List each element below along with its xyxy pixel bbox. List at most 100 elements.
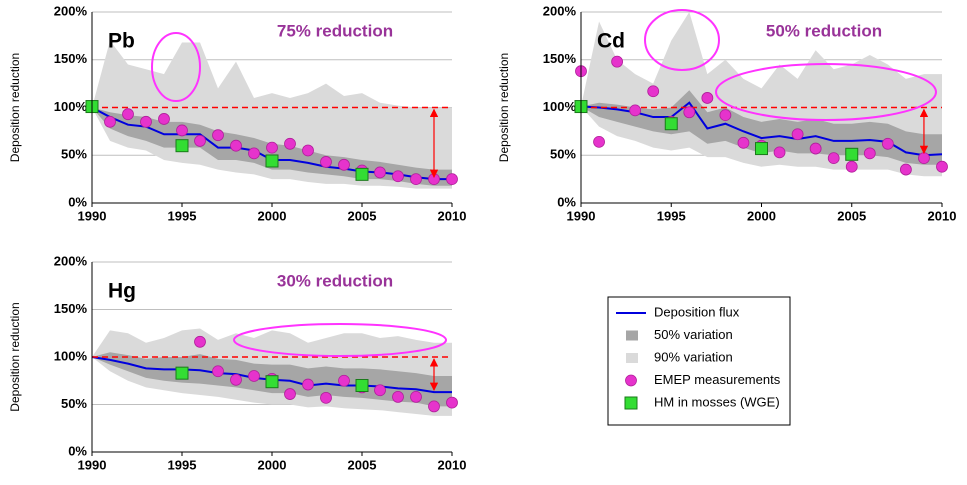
emep-point (374, 166, 386, 179)
y-tick-label: 50% (61, 396, 87, 411)
x-tick-label: 2010 (438, 208, 467, 223)
emep-point (140, 115, 152, 128)
emep-point (647, 85, 660, 98)
emep-point (392, 170, 404, 183)
y-tick-label: 150% (54, 51, 88, 66)
panel: 0% 50% 100% 150% 200% 1990 1995 2000 2005 2010 Pb 7… (8, 3, 466, 223)
x-tick-label: 2010 (438, 457, 467, 472)
moss-point (355, 379, 369, 392)
legend-symbol (624, 396, 638, 410)
variation-band (581, 90, 942, 165)
emep-point (446, 396, 458, 409)
emep-point (881, 137, 894, 150)
panel-title: Hg (108, 280, 136, 303)
y-tick-label: 200% (54, 3, 88, 18)
emep-point (410, 173, 422, 186)
emep-point (719, 109, 732, 122)
x-tick-label: 1990 (78, 457, 107, 472)
legend-label: 90% variation (654, 349, 733, 364)
legend-label: EMEP measurements (654, 372, 781, 387)
panel-title: Cd (597, 30, 625, 53)
y-tick-label: 200% (54, 253, 88, 268)
y-tick-label: 0% (68, 194, 87, 209)
emep-point (338, 158, 350, 171)
y-tick-label: 100% (54, 99, 88, 114)
x-tick-label: 1990 (567, 208, 596, 223)
highlight-ellipse (151, 32, 201, 102)
highlight-ellipse (233, 323, 447, 357)
emep-point (611, 55, 623, 68)
emep-point (737, 136, 750, 149)
emep-point (773, 146, 786, 159)
moss-point (265, 154, 279, 168)
emep-point (194, 135, 206, 147)
emep-point (266, 141, 278, 154)
moss-point (175, 139, 189, 153)
emep-point (302, 144, 314, 157)
highlight-ellipse (644, 9, 720, 71)
emep-point (791, 128, 804, 141)
moss-point (175, 366, 189, 380)
emep-point (284, 388, 296, 400)
flux-line (580, 101, 943, 157)
moss-point (265, 375, 279, 389)
x-tick-label: 2000 (747, 208, 776, 223)
reduction-annotation: 30% reduction (277, 271, 393, 290)
y-tick-label: 0% (68, 443, 87, 458)
emep-point (212, 129, 224, 142)
emep-point (320, 156, 332, 168)
emep-point (230, 373, 242, 386)
emep-point (629, 104, 642, 117)
legend-symbol (626, 330, 638, 341)
moss-point (845, 147, 859, 161)
x-tick-label: 2000 (258, 457, 287, 472)
x-tick-label: 2010 (928, 208, 957, 223)
x-tick-label: 2005 (348, 208, 377, 223)
x-tick-label: 2005 (348, 457, 377, 472)
panels: 0% 50% 100% 150% 200% 1990 1995 2000 2005 2010 Pb 7… (8, 3, 956, 472)
emep-point (248, 370, 260, 382)
legend-symbol (625, 374, 637, 387)
y-tick-label: 150% (543, 51, 577, 66)
emep-point (284, 137, 296, 150)
y-axis-label: Deposition reduction (8, 302, 22, 411)
moss-point (664, 117, 678, 131)
emep-point (428, 400, 440, 413)
y-tick-label: 50% (61, 147, 87, 162)
emep-point (701, 92, 714, 104)
legend-box (607, 296, 791, 426)
x-tick-label: 1995 (168, 457, 197, 472)
legend-symbol (626, 353, 638, 363)
emep-point (936, 160, 948, 173)
x-tick-label: 2000 (258, 208, 287, 223)
emep-point (302, 378, 314, 391)
emep-point (230, 139, 242, 152)
emep-point (593, 135, 605, 148)
emep-point (827, 152, 840, 165)
emep-point (248, 147, 260, 160)
emep-point (104, 115, 116, 128)
legend: Deposition flux 50% variation 90% variatio… (616, 304, 781, 410)
emep-point (374, 384, 386, 397)
emep-point (900, 163, 912, 176)
emep-point (918, 152, 930, 165)
legend-label: 50% variation (654, 327, 733, 342)
x-tick-label: 2005 (837, 208, 866, 223)
emep-point (410, 390, 422, 403)
y-tick-label: 50% (550, 147, 576, 162)
emep-point (392, 390, 404, 403)
emep-point (212, 365, 224, 378)
emep-point (845, 160, 858, 173)
emep-point (176, 124, 188, 137)
emep-point (320, 391, 332, 404)
panel: 0% 50% 100% 150% 200% 1990 1995 2000 2005 2010 Cd 5… (497, 3, 956, 223)
panel-title: Pb (108, 30, 135, 53)
moss-point (755, 142, 768, 156)
y-axis-label: Deposition reduction (497, 53, 511, 162)
y-tick-label: 100% (543, 99, 577, 114)
x-tick-label: 1995 (657, 208, 686, 223)
highlights (151, 9, 937, 357)
emep-point (122, 108, 134, 121)
x-tick-label: 1990 (78, 208, 107, 223)
